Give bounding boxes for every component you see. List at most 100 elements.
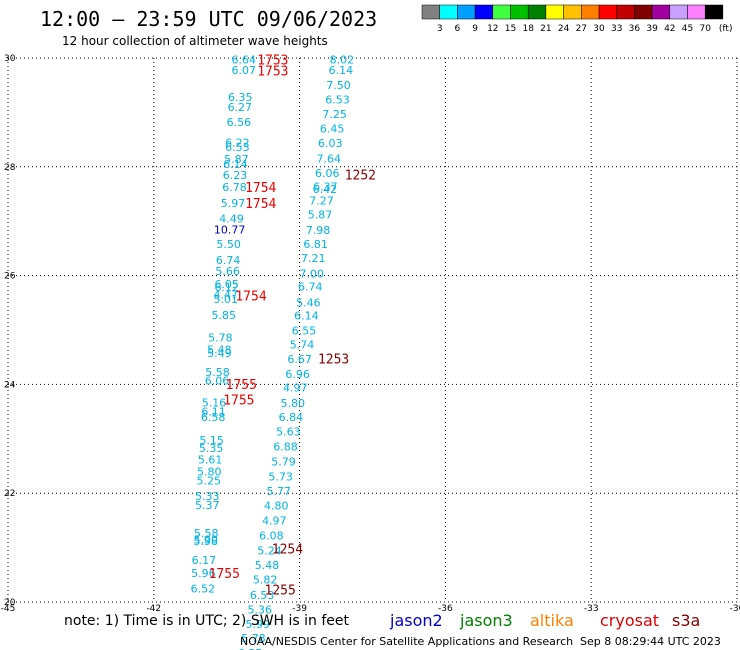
wave-height-point: 5.87: [308, 209, 333, 222]
x-tick-label: -33: [584, 604, 599, 614]
wave-height-point: 6.35: [228, 91, 253, 104]
time-label: 1255: [265, 583, 296, 598]
wave-height-point: 6.78: [222, 181, 247, 194]
colorbar-swatch: [634, 4, 653, 20]
wave-height-point: 5.16: [202, 396, 227, 409]
wave-height-point: 5.97: [221, 197, 246, 210]
colorbar-label: 39: [646, 24, 658, 34]
mission-legend: jason2 jason3 altika cryosat s3a: [389, 611, 700, 630]
colorbar-swatch: [581, 4, 600, 20]
colorbar-swatch: [669, 4, 688, 20]
wave-height-point: 5.90: [194, 533, 219, 546]
wave-height-point: 6.14: [329, 64, 354, 77]
colorbar-label: 24: [558, 24, 570, 34]
x-tick-label: -39: [292, 604, 307, 614]
wave-height-point: 6.74: [216, 254, 241, 267]
wave-height-point: 6.67: [287, 353, 312, 366]
wave-height-point: 5.36: [247, 604, 272, 617]
chart-title: 12:00 — 23:59 UTC 09/06/2023: [40, 7, 377, 31]
wave-height-point: 5.85: [212, 309, 237, 322]
colorbar-swatch: [527, 4, 547, 20]
colorbar-label: 18: [522, 24, 534, 34]
wave-height-point: 7.50: [326, 79, 351, 92]
grid-lines: [7, 57, 738, 603]
time-label: 1753: [257, 54, 288, 69]
wave-height-point: 5.15: [199, 434, 224, 447]
wave-height-point: 5.82: [253, 574, 278, 587]
colorbar-label: 30: [593, 24, 605, 34]
mission-cryosat-label: cryosat: [600, 611, 659, 630]
y-tick-label: 26: [4, 272, 16, 282]
wave-height-point: 6.64: [231, 54, 256, 67]
wave-height-point: 6.14: [223, 158, 248, 171]
time-label: 1754: [245, 181, 276, 196]
x-tick-label: -45: [1, 604, 16, 614]
time-label: 1755: [226, 378, 257, 393]
y-tick-label: 30: [4, 54, 16, 64]
wave-height-point: 6.35: [238, 647, 263, 650]
wave-height-point: 6.52: [191, 582, 216, 595]
x-tick-label: -36: [438, 604, 453, 614]
wave-height-point: 6.23: [223, 169, 248, 182]
wave-height-point: 6.88: [273, 440, 298, 453]
time-labels: 1753175312521754175417541253175517551254…: [209, 54, 376, 599]
wave-height-point: 4.49: [219, 212, 244, 225]
colorbar-swatch: [616, 4, 635, 20]
wave-height-point: 6.37: [313, 180, 338, 193]
wave-height-point: 6.58: [201, 411, 226, 424]
wave-height-point: 6.42: [313, 183, 338, 196]
wave-height-point: 7.25: [322, 108, 347, 121]
wave-height-point: 10.77: [214, 223, 246, 236]
colorbar-swatch: [510, 4, 529, 20]
axis-ticks: -45 -42 -39 -36 -33 -30 20 22 24 26 28 30: [1, 54, 740, 614]
wave-height-point: 6.74: [298, 280, 323, 293]
wave-height-point: 6.96: [285, 368, 310, 381]
wave-height-point: 6.53: [225, 141, 250, 154]
wave-height-point: 5.61: [198, 453, 223, 466]
wave-height-point: 5.78: [241, 632, 266, 645]
colorbar-swatch: [474, 4, 494, 20]
wave-height-point: 8.02: [330, 54, 355, 67]
wave-height-point: 6.53: [250, 589, 275, 602]
y-tick-label: 22: [4, 489, 15, 499]
y-tick-label: 20: [4, 598, 16, 608]
colorbar-swatch: [421, 4, 440, 20]
wave-height-labels: 6.646.076.356.276.566.226.535.876.146.23…: [191, 54, 354, 650]
wave-height-point: 4.80: [264, 500, 289, 513]
colorbar-swatch: [704, 4, 724, 20]
wave-height-point: 6.12: [214, 281, 239, 294]
wave-height-point: 5.01: [213, 293, 238, 306]
wave-height-point: 5.48: [207, 344, 232, 357]
wave-height-point: 6.55: [292, 325, 317, 338]
wave-height-point: 6.84: [279, 411, 304, 424]
colorbar-unit: (ft): [719, 24, 733, 34]
wave-height-point: 5.63: [276, 426, 301, 439]
time-label: 1755: [223, 394, 254, 409]
colorbar-label: 42: [664, 24, 675, 34]
wave-height-point: 6.14: [294, 309, 319, 322]
colorbar-label: 21: [540, 24, 551, 34]
wave-height-point: 6.81: [303, 238, 328, 251]
wave-height-point: 5.66: [215, 265, 240, 278]
colorbar-swatch: [492, 4, 511, 20]
wave-height-point: 6.53: [325, 93, 350, 106]
wave-height-point: 7.27: [309, 195, 334, 208]
time-label: 1254: [272, 543, 303, 558]
wave-height-point: 6.03: [318, 137, 343, 150]
mission-jason2-label: jason2: [389, 611, 443, 630]
wave-height-point: 6.05: [214, 278, 239, 291]
wave-height-point: 5.73: [268, 470, 293, 483]
wave-height-point: 6.06: [205, 375, 230, 388]
colorbar-swatch: [598, 4, 617, 20]
wave-height-point: 5.58: [205, 366, 230, 379]
wave-height-point: 5.96: [191, 567, 216, 580]
colorbar-label: 9: [472, 24, 478, 34]
wave-height-point: 6.17: [192, 554, 217, 567]
time-label: 1754: [245, 197, 276, 212]
x-tick-label: -30: [730, 604, 740, 614]
time-label: 1754: [235, 290, 266, 305]
wave-height-point: 6.22: [225, 136, 250, 149]
colorbar-swatch: [651, 4, 671, 20]
wave-height-point: 6.56: [227, 116, 252, 129]
colorbar-swatch: [563, 4, 582, 20]
